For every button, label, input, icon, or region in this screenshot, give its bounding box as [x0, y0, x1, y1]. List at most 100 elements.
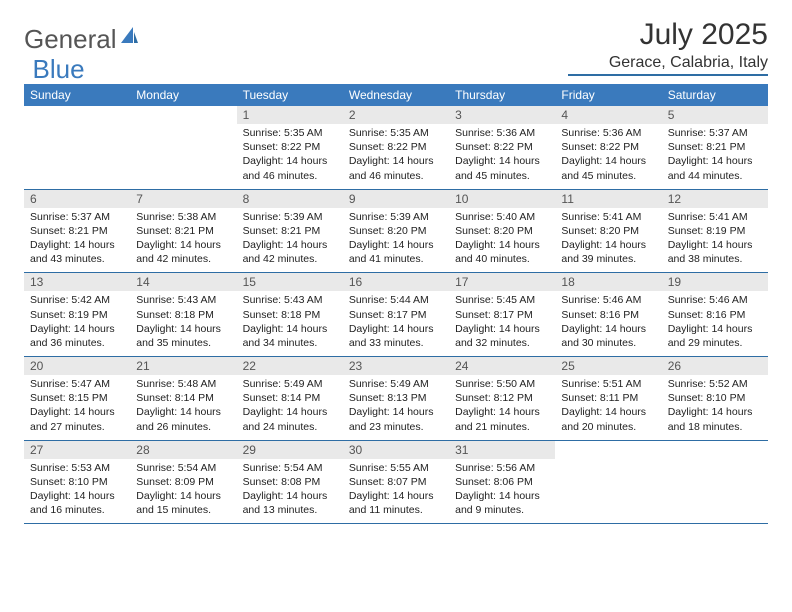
day-details: Sunrise: 5:41 AMSunset: 8:20 PMDaylight:…: [555, 208, 661, 273]
calendar-day-cell: [555, 440, 661, 524]
calendar-day-cell: 19Sunrise: 5:46 AMSunset: 8:16 PMDayligh…: [662, 273, 768, 357]
day-number: 8: [237, 190, 343, 208]
day-details: Sunrise: 5:54 AMSunset: 8:08 PMDaylight:…: [237, 459, 343, 524]
calendar-day-cell: 1Sunrise: 5:35 AMSunset: 8:22 PMDaylight…: [237, 106, 343, 189]
calendar-week-row: 6Sunrise: 5:37 AMSunset: 8:21 PMDaylight…: [24, 189, 768, 273]
day-details: Sunrise: 5:51 AMSunset: 8:11 PMDaylight:…: [555, 375, 661, 440]
weekday-header: Sunday: [24, 84, 130, 106]
brand-sail-icon: [119, 25, 139, 45]
day-details: Sunrise: 5:36 AMSunset: 8:22 PMDaylight:…: [449, 124, 555, 189]
day-details: Sunrise: 5:43 AMSunset: 8:18 PMDaylight:…: [237, 291, 343, 356]
weekday-header-row: Sunday Monday Tuesday Wednesday Thursday…: [24, 84, 768, 106]
brand-part2: Blue: [33, 54, 85, 85]
calendar-day-cell: 28Sunrise: 5:54 AMSunset: 8:09 PMDayligh…: [130, 440, 236, 524]
weekday-header: Tuesday: [237, 84, 343, 106]
day-number: 31: [449, 441, 555, 459]
calendar-day-cell: 3Sunrise: 5:36 AMSunset: 8:22 PMDaylight…: [449, 106, 555, 189]
day-number: 22: [237, 357, 343, 375]
calendar-day-cell: [662, 440, 768, 524]
day-number: 23: [343, 357, 449, 375]
day-details: Sunrise: 5:49 AMSunset: 8:14 PMDaylight:…: [237, 375, 343, 440]
calendar-day-cell: 13Sunrise: 5:42 AMSunset: 8:19 PMDayligh…: [24, 273, 130, 357]
day-details: Sunrise: 5:54 AMSunset: 8:09 PMDaylight:…: [130, 459, 236, 524]
day-number: 2: [343, 106, 449, 124]
day-details: Sunrise: 5:47 AMSunset: 8:15 PMDaylight:…: [24, 375, 130, 440]
day-number: 20: [24, 357, 130, 375]
day-details: Sunrise: 5:52 AMSunset: 8:10 PMDaylight:…: [662, 375, 768, 440]
day-number: 6: [24, 190, 130, 208]
calendar-week-row: 27Sunrise: 5:53 AMSunset: 8:10 PMDayligh…: [24, 440, 768, 524]
weekday-header: Friday: [555, 84, 661, 106]
brand-part1: General: [24, 24, 117, 55]
day-details: Sunrise: 5:46 AMSunset: 8:16 PMDaylight:…: [555, 291, 661, 356]
calendar-day-cell: 4Sunrise: 5:36 AMSunset: 8:22 PMDaylight…: [555, 106, 661, 189]
day-details: Sunrise: 5:39 AMSunset: 8:20 PMDaylight:…: [343, 208, 449, 273]
day-number: 30: [343, 441, 449, 459]
calendar-day-cell: [130, 106, 236, 189]
calendar-day-cell: 25Sunrise: 5:51 AMSunset: 8:11 PMDayligh…: [555, 357, 661, 441]
day-number: 7: [130, 190, 236, 208]
calendar-day-cell: 15Sunrise: 5:43 AMSunset: 8:18 PMDayligh…: [237, 273, 343, 357]
weekday-header: Saturday: [662, 84, 768, 106]
day-number: 14: [130, 273, 236, 291]
calendar-day-cell: 5Sunrise: 5:37 AMSunset: 8:21 PMDaylight…: [662, 106, 768, 189]
calendar-day-cell: 14Sunrise: 5:43 AMSunset: 8:18 PMDayligh…: [130, 273, 236, 357]
day-number: 29: [237, 441, 343, 459]
calendar-day-cell: 23Sunrise: 5:49 AMSunset: 8:13 PMDayligh…: [343, 357, 449, 441]
calendar-day-cell: 29Sunrise: 5:54 AMSunset: 8:08 PMDayligh…: [237, 440, 343, 524]
calendar-day-cell: 21Sunrise: 5:48 AMSunset: 8:14 PMDayligh…: [130, 357, 236, 441]
day-details: Sunrise: 5:37 AMSunset: 8:21 PMDaylight:…: [24, 208, 130, 273]
calendar-week-row: 20Sunrise: 5:47 AMSunset: 8:15 PMDayligh…: [24, 357, 768, 441]
day-number: 24: [449, 357, 555, 375]
day-details: Sunrise: 5:43 AMSunset: 8:18 PMDaylight:…: [130, 291, 236, 356]
calendar-day-cell: 11Sunrise: 5:41 AMSunset: 8:20 PMDayligh…: [555, 189, 661, 273]
day-details: Sunrise: 5:40 AMSunset: 8:20 PMDaylight:…: [449, 208, 555, 273]
day-number: 21: [130, 357, 236, 375]
day-number: 25: [555, 357, 661, 375]
day-number: 28: [130, 441, 236, 459]
calendar-day-cell: 10Sunrise: 5:40 AMSunset: 8:20 PMDayligh…: [449, 189, 555, 273]
day-details: Sunrise: 5:35 AMSunset: 8:22 PMDaylight:…: [343, 124, 449, 189]
day-number: 3: [449, 106, 555, 124]
weekday-header: Thursday: [449, 84, 555, 106]
day-details: Sunrise: 5:38 AMSunset: 8:21 PMDaylight:…: [130, 208, 236, 273]
day-number: 11: [555, 190, 661, 208]
calendar-day-cell: 12Sunrise: 5:41 AMSunset: 8:19 PMDayligh…: [662, 189, 768, 273]
calendar-day-cell: 18Sunrise: 5:46 AMSunset: 8:16 PMDayligh…: [555, 273, 661, 357]
month-title: July 2025: [568, 18, 768, 52]
day-details: Sunrise: 5:49 AMSunset: 8:13 PMDaylight:…: [343, 375, 449, 440]
title-underline: [568, 74, 768, 76]
day-number: 15: [237, 273, 343, 291]
day-number: 26: [662, 357, 768, 375]
calendar-day-cell: 2Sunrise: 5:35 AMSunset: 8:22 PMDaylight…: [343, 106, 449, 189]
day-details: Sunrise: 5:46 AMSunset: 8:16 PMDaylight:…: [662, 291, 768, 356]
calendar-day-cell: [24, 106, 130, 189]
calendar-day-cell: 17Sunrise: 5:45 AMSunset: 8:17 PMDayligh…: [449, 273, 555, 357]
day-number: 5: [662, 106, 768, 124]
day-details: Sunrise: 5:41 AMSunset: 8:19 PMDaylight:…: [662, 208, 768, 273]
brand-logo-blue: GeneralBlue: [24, 54, 85, 85]
day-number: 10: [449, 190, 555, 208]
day-number: 27: [24, 441, 130, 459]
day-number: 18: [555, 273, 661, 291]
weekday-header: Monday: [130, 84, 236, 106]
day-details: Sunrise: 5:55 AMSunset: 8:07 PMDaylight:…: [343, 459, 449, 524]
calendar-day-cell: 30Sunrise: 5:55 AMSunset: 8:07 PMDayligh…: [343, 440, 449, 524]
day-details: Sunrise: 5:53 AMSunset: 8:10 PMDaylight:…: [24, 459, 130, 524]
header: General July 2025 Gerace, Calabria, Ital…: [24, 18, 768, 76]
day-number: 12: [662, 190, 768, 208]
day-number: 16: [343, 273, 449, 291]
calendar-day-cell: 6Sunrise: 5:37 AMSunset: 8:21 PMDaylight…: [24, 189, 130, 273]
day-details: Sunrise: 5:56 AMSunset: 8:06 PMDaylight:…: [449, 459, 555, 524]
day-number: 17: [449, 273, 555, 291]
day-details: Sunrise: 5:42 AMSunset: 8:19 PMDaylight:…: [24, 291, 130, 356]
day-details: Sunrise: 5:36 AMSunset: 8:22 PMDaylight:…: [555, 124, 661, 189]
calendar-day-cell: 20Sunrise: 5:47 AMSunset: 8:15 PMDayligh…: [24, 357, 130, 441]
calendar-table: Sunday Monday Tuesday Wednesday Thursday…: [24, 84, 768, 524]
day-number: 13: [24, 273, 130, 291]
location: Gerace, Calabria, Italy: [568, 54, 768, 72]
title-block: July 2025 Gerace, Calabria, Italy: [568, 18, 768, 76]
day-number: 1: [237, 106, 343, 124]
day-number: 19: [662, 273, 768, 291]
day-details: Sunrise: 5:48 AMSunset: 8:14 PMDaylight:…: [130, 375, 236, 440]
